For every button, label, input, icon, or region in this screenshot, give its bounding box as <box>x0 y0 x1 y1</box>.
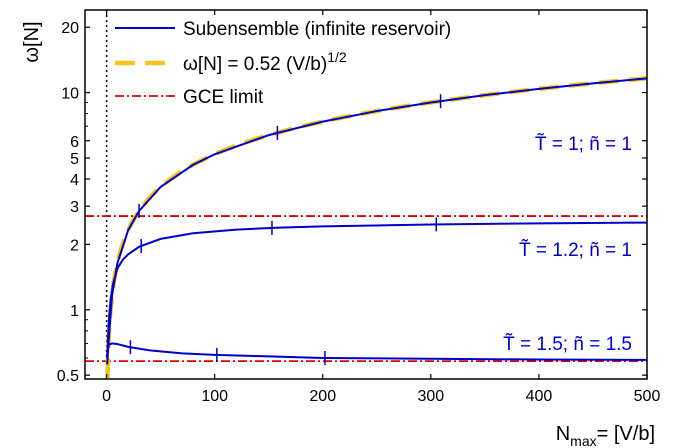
series-annotation-1: T̃ = 1; ñ = 1 <box>535 133 632 155</box>
y-tick-label-10: 10 <box>61 86 79 103</box>
x-tick-label-400: 400 <box>526 388 553 405</box>
y-axis-label: ω[N] <box>21 21 43 62</box>
x-axis-label-rest: = [V/b] <box>597 423 655 445</box>
legend-label-fit: ω[N] = 0.52 (V/b)1/2 <box>183 49 347 75</box>
legend-label-fit-exponent: 1/2 <box>327 49 347 65</box>
series-line-t-1-n-1 <box>106 77 647 365</box>
x-axis-label: Nmax= [V/b] <box>556 423 655 448</box>
legend-label-gce: GCE limit <box>183 87 264 108</box>
fit-curve-sqrt <box>105 76 647 378</box>
y-tick-label-1: 1 <box>70 303 79 320</box>
x-tick-label-500: 500 <box>634 388 661 405</box>
x-tick-label-300: 300 <box>417 388 444 405</box>
legend-label-fit-main: ω[N] = 0.52 (V/b) <box>183 54 327 75</box>
x-tick-label-200: 200 <box>309 388 336 405</box>
y-tick-label-5: 5 <box>70 151 79 168</box>
series-line-t-1-2-n-1 <box>106 221 647 358</box>
plot-frame <box>84 9 648 380</box>
series-annotation-3: T̃ = 1.5; ñ = 1.5 <box>503 333 632 355</box>
y-tick-label-6: 6 <box>70 134 79 151</box>
x-axis-label-subscript: max <box>570 433 596 448</box>
y-tick-label-4: 4 <box>70 172 79 189</box>
x-tick-label-100: 100 <box>201 388 228 405</box>
series-line-t-1-5-n-1-5 <box>106 342 647 361</box>
y-tick-label-3: 3 <box>70 199 79 216</box>
x-axis-label-main: N <box>556 423 570 445</box>
series-annotation-2: T̃ = 1.2; ñ = 1 <box>519 239 632 261</box>
y-tick-label-0-5: 0.5 <box>57 368 79 385</box>
y-tick-label-20: 20 <box>61 20 79 37</box>
x-tick-label-0: 0 <box>102 388 111 405</box>
legend-label-subensemble: Subensemble (infinite reservoir) <box>183 19 451 40</box>
y-tick-label-2: 2 <box>70 237 79 254</box>
